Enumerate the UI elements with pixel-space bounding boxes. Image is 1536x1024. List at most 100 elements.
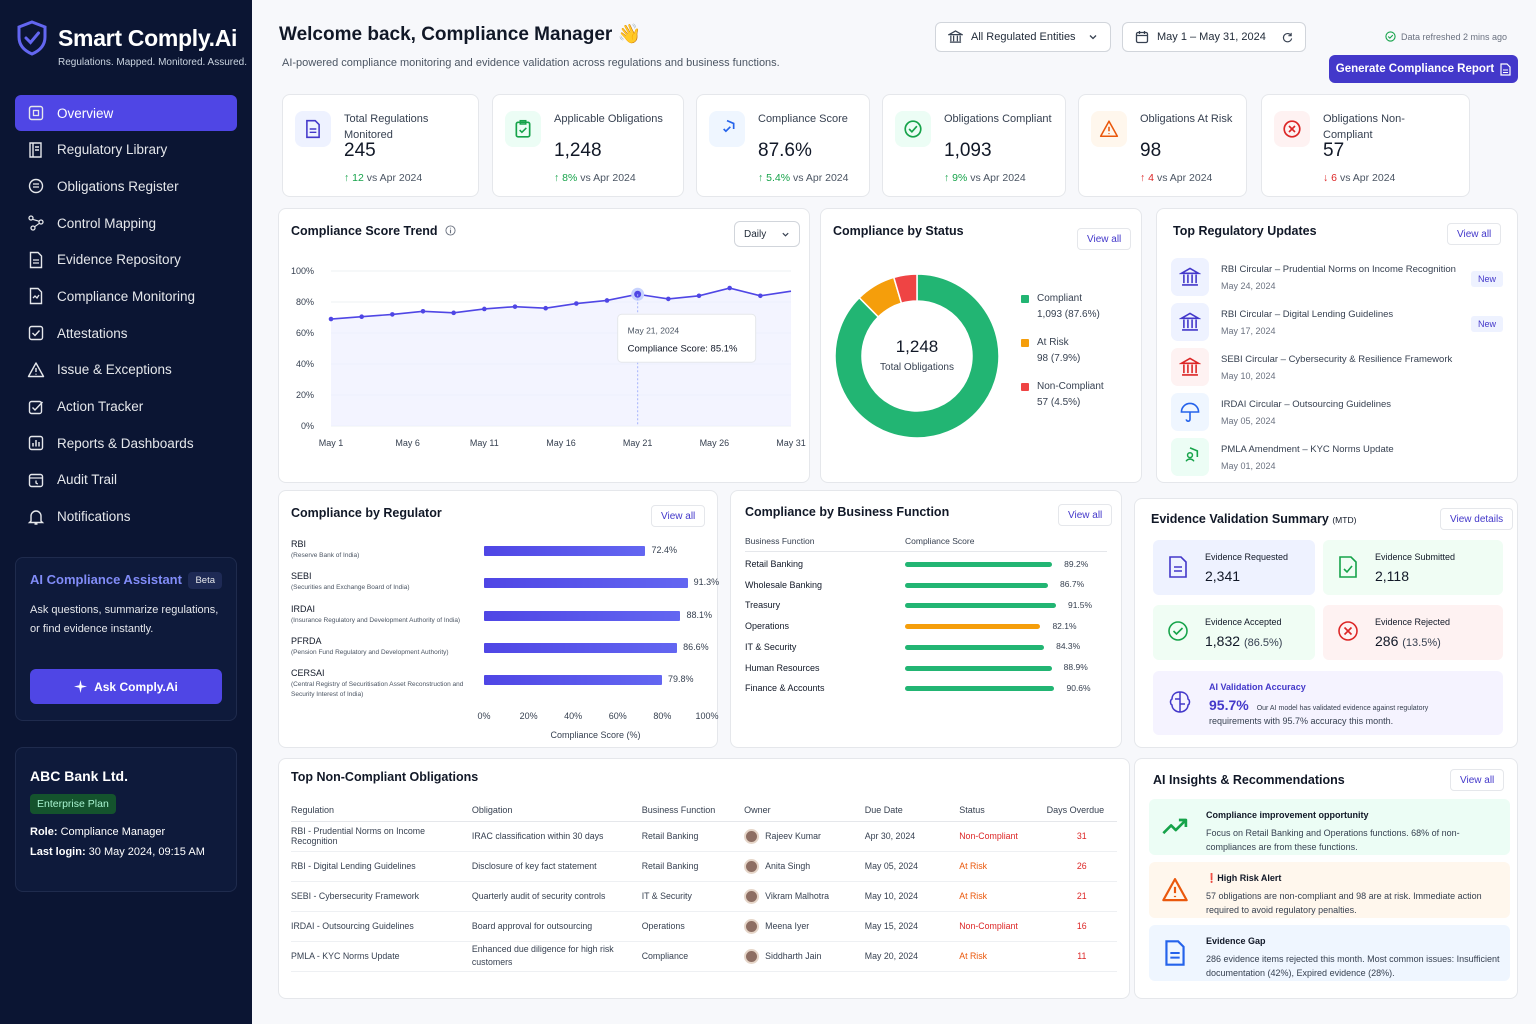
table-row[interactable]: RBI - Prudential Norms on Income Recogni…	[291, 821, 1117, 852]
sidebar-item-issue-exceptions[interactable]: Issue & Exceptions	[15, 352, 237, 388]
status-view-all-button[interactable]: View all	[1077, 228, 1132, 250]
updates-view-all-button[interactable]: View all	[1447, 223, 1502, 245]
umbrella-icon	[1171, 393, 1209, 431]
regulator-bar-value: 91.3%	[693, 577, 720, 587]
non-compliant-table: Regulation Obligation Business Function Own…	[291, 799, 1117, 972]
kpi-card-applicable-obligations[interactable]: Applicable Obligations 1,248 ↑ 8% vs Apr 2…	[492, 94, 684, 197]
business-function-label: Finance & Accounts	[745, 683, 825, 694]
evidence-view-details-button[interactable]: View details	[1440, 508, 1514, 530]
nodes-icon	[27, 214, 45, 232]
insight-title: ❗High Risk Alert	[1206, 873, 1282, 883]
sidebar-item-notifications[interactable]: Notifications	[15, 499, 237, 535]
sidebar-item-overview[interactable]: Overview	[15, 95, 237, 131]
x-tick-label: May 11	[470, 438, 499, 448]
trend-point	[451, 310, 456, 316]
sidebar-item-compliance-monitoring[interactable]: Compliance Monitoring	[15, 278, 237, 314]
business-bar-value: 89.2%	[1064, 558, 1089, 569]
brand[interactable]: Smart Comply.Ai	[16, 20, 237, 56]
sidebar-item-label: Action Tracker	[57, 399, 144, 414]
column-header[interactable]: Business Function	[641, 799, 745, 822]
update-item[interactable]: IRDAI Circular – Outsourcing Guidelines M…	[1171, 392, 1501, 432]
insight-item[interactable]: ❗High Risk Alert 57 obligations are non-c…	[1149, 862, 1510, 918]
sidebar-item-attestations[interactable]: Attestations	[15, 315, 237, 351]
regulator-bar	[484, 578, 688, 588]
table-row[interactable]: RBI - Digital Lending Guidelines Disclosu…	[291, 851, 1117, 882]
y-tick-label: 100%	[291, 266, 314, 276]
column-header[interactable]: Regulation	[291, 799, 472, 822]
sidebar-item-reports-dashboards[interactable]: Reports & Dashboards	[15, 425, 237, 461]
business-view-all-button[interactable]: View all	[1058, 504, 1113, 526]
update-item[interactable]: RBI Circular – Digital Lending Guideline…	[1171, 302, 1501, 342]
warning-icon	[1161, 876, 1189, 909]
cell-obligation: Enhanced due diligence for high risk cus…	[471, 941, 642, 972]
cell-regulation: RBI - Prudential Norms on Income Recogni…	[291, 821, 472, 852]
ask-ai-button[interactable]: Ask Comply.Ai	[30, 669, 222, 704]
regulator-view-all-button[interactable]: View all	[651, 505, 706, 527]
calendar-icon	[1135, 31, 1149, 44]
granularity-select[interactable]: Daily	[734, 221, 800, 247]
sidebar-nav: Overview Regulatory Library Obligations Re…	[15, 95, 237, 535]
insight-item[interactable]: Compliance improvement opportunity Focus …	[1149, 799, 1510, 855]
generate-report-button[interactable]: Generate Compliance Report	[1329, 55, 1518, 83]
date-range-select[interactable]: May 1 – May 31, 2024	[1122, 22, 1306, 52]
x-tick-label: 20%	[519, 711, 538, 721]
column-header[interactable]: Due Date	[864, 799, 960, 822]
donut-center-label: Total Obligations	[880, 362, 954, 373]
compliance-status-card: Compliance by Status View all 1,248 Total…	[820, 208, 1142, 483]
column-header[interactable]: Status	[959, 799, 1047, 822]
business-function-label: Operations	[745, 621, 790, 632]
chevron-down-icon	[1089, 35, 1097, 40]
business-bar	[905, 624, 1041, 630]
attest-icon	[27, 324, 45, 342]
sidebar-item-control-mapping[interactable]: Control Mapping	[15, 205, 237, 241]
cell-due-date: Apr 30, 2024	[864, 821, 960, 852]
update-item[interactable]: SEBI Circular – Cybersecurity & Resilien…	[1171, 347, 1501, 387]
cell-days-overdue: 21	[1046, 881, 1117, 912]
update-item[interactable]: PMLA Amendment – KYC Norms Update May 01,…	[1171, 437, 1501, 477]
shield-check-icon	[709, 111, 745, 147]
update-title: PMLA Amendment – KYC Norms Update	[1221, 443, 1394, 455]
insight-title: Compliance improvement opportunity	[1206, 810, 1369, 820]
table-row[interactable]: IRDAI - Outsourcing Guidelines Board appr…	[291, 911, 1117, 942]
info-icon[interactable]	[445, 225, 456, 236]
sidebar: Smart Comply.Ai Regulations. Mapped. Mon…	[0, 0, 252, 1024]
insights-view-all-button[interactable]: View all	[1450, 769, 1505, 791]
trend-point	[604, 298, 610, 303]
table-row[interactable]: SEBI - Cybersecurity Framework Quarterly …	[291, 881, 1117, 912]
update-item[interactable]: RBI Circular – Prudential Norms on Incom…	[1171, 257, 1501, 297]
refresh-icon[interactable]	[1282, 32, 1293, 43]
table-row[interactable]: PMLA - KYC Norms Update Enhanced due dili…	[291, 941, 1117, 972]
trend-point	[512, 304, 518, 309]
document-icon	[1500, 62, 1511, 76]
avatar	[744, 888, 760, 904]
kpi-card-obligations-compliant[interactable]: Obligations Compliant 1,093 ↑ 9% vs Apr 20…	[882, 94, 1066, 197]
kpi-label: Obligations Non-Compliant	[1323, 113, 1405, 141]
column-header[interactable]: Owner	[744, 799, 865, 822]
bank-icon	[1171, 303, 1209, 341]
new-badge: New	[1470, 316, 1503, 332]
avatar	[744, 828, 760, 844]
business-function-label: Retail Banking	[745, 559, 804, 569]
kpi-card-obligations-non-compliant[interactable]: Obligations Non-Compliant 57 ↓ 6 vs Apr 20…	[1261, 94, 1470, 197]
sidebar-item-evidence-repository[interactable]: Evidence Repository	[15, 242, 237, 278]
check-circle-icon	[1168, 621, 1188, 641]
legend-swatch	[1021, 383, 1029, 391]
column-header[interactable]: Days Overdue	[1046, 799, 1117, 822]
sidebar-item-audit-trail[interactable]: Audit Trail	[15, 462, 237, 498]
kpi-card-obligations-at-risk[interactable]: Obligations At Risk 98 ↑ 4 vs Apr 2024	[1078, 94, 1247, 197]
regulator-bar-value: 72.4%	[651, 545, 677, 555]
kpi-card-total-regulations-monitored[interactable]: Total Regulations Monitored 245 ↑ 12 vs Ap…	[282, 94, 479, 197]
kpi-delta: ↓ 6 vs Apr 2024	[1323, 172, 1396, 184]
sidebar-item-obligations-register[interactable]: Obligations Register	[15, 168, 237, 204]
x-tick-label: May 6	[395, 438, 420, 448]
status-donut-chart: 1,248 Total Obligations	[834, 273, 1000, 439]
sidebar-item-action-tracker[interactable]: Action Tracker	[15, 389, 237, 425]
column-header[interactable]: Obligation	[471, 799, 642, 822]
sidebar-item-regulatory-library[interactable]: Regulatory Library	[15, 132, 237, 168]
entity-select[interactable]: All Regulated Entities	[935, 22, 1111, 52]
owner-cell: Vikram Malhotra	[744, 888, 865, 904]
insight-item[interactable]: Evidence Gap 286 evidence items rejected …	[1149, 925, 1510, 981]
kpi-card-compliance-score[interactable]: Compliance Score 87.6% ↑ 5.4% vs Apr 2024	[696, 94, 870, 197]
business-bar-value: 91.5%	[1067, 599, 1093, 610]
brain-icon	[1169, 691, 1191, 713]
